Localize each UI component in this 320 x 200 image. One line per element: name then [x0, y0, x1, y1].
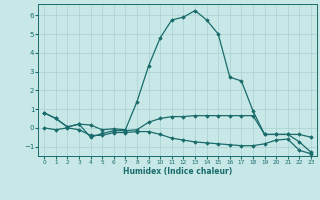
X-axis label: Humidex (Indice chaleur): Humidex (Indice chaleur) — [123, 167, 232, 176]
